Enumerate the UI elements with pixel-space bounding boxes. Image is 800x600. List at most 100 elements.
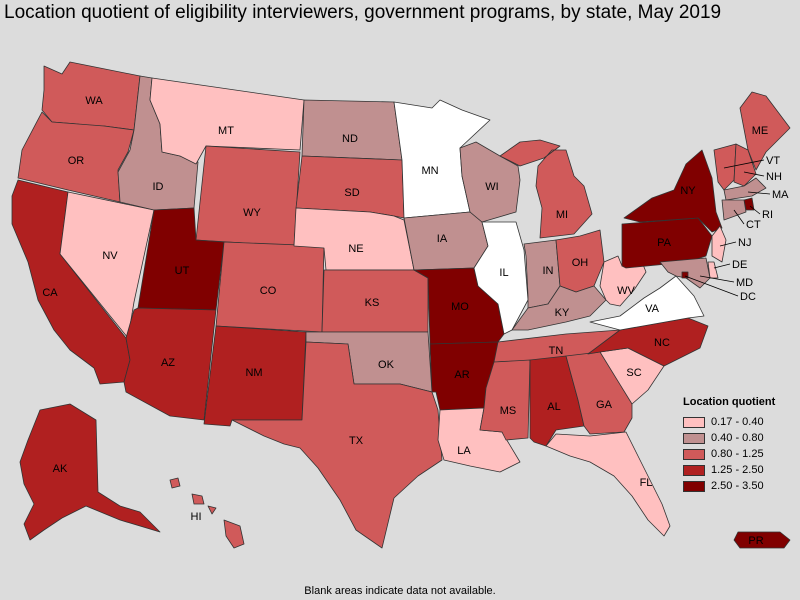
- state-label-mt: MT: [218, 125, 234, 137]
- state-label-sd: SD: [344, 187, 359, 199]
- map-title: Location quotient of eligibility intervi…: [4, 2, 722, 23]
- state-label-ms: MS: [500, 405, 517, 417]
- state-label-ri: RI: [762, 209, 773, 221]
- legend-label: 0.40 - 0.80: [711, 432, 764, 444]
- state-label-pa: PA: [657, 237, 672, 249]
- legend-label: 1.25 - 2.50: [711, 464, 764, 476]
- state-wi: [459, 141, 521, 223]
- state-wy: [195, 145, 301, 247]
- legend-item: 0.80 - 1.25: [683, 446, 799, 462]
- state-label-hi: HI: [191, 511, 202, 523]
- leader-line-ri: [749, 205, 761, 215]
- legend-item: 0.17 - 0.40: [683, 414, 799, 430]
- legend-item: 1.25 - 2.50: [683, 462, 799, 478]
- state-label-ok: OK: [378, 359, 395, 371]
- state-label-wv: WV: [617, 285, 635, 297]
- state-label-nd: ND: [342, 133, 358, 145]
- state-label-or: OR: [68, 155, 85, 167]
- state-label-in: IN: [543, 265, 554, 277]
- state-label-ak: AK: [53, 463, 68, 475]
- state-nh: [733, 143, 757, 187]
- state-label-pr: PR: [748, 535, 763, 547]
- state-va: [589, 275, 705, 331]
- state-label-dc: DC: [740, 291, 756, 303]
- leader-line-de: [713, 263, 731, 269]
- state-label-id: ID: [153, 181, 164, 193]
- state-label-ia: IA: [437, 233, 448, 245]
- state-label-wi: WI: [485, 181, 498, 193]
- state-il: [473, 221, 529, 335]
- leader-line-ct: [733, 209, 745, 225]
- state-label-ga: GA: [596, 399, 613, 411]
- state-label-nh: NH: [766, 171, 782, 183]
- state-nd: [301, 99, 403, 161]
- state-mi: [499, 139, 593, 239]
- state-label-il: IL: [499, 267, 508, 279]
- state-label-ut: UT: [175, 265, 190, 277]
- state-label-ct: CT: [746, 219, 761, 231]
- state-label-ky: KY: [555, 307, 570, 319]
- state-label-co: CO: [260, 285, 277, 297]
- state-label-wy: WY: [243, 207, 261, 219]
- legend-swatch: [683, 480, 705, 492]
- state-label-de: DE: [732, 259, 747, 271]
- legend-item: 0.40 - 0.80: [683, 430, 799, 446]
- legend-swatch: [683, 432, 705, 444]
- state-hi: [169, 477, 245, 549]
- leader-line-vt: [723, 159, 765, 169]
- state-label-mn: MN: [421, 165, 438, 177]
- state-label-mi: MI: [556, 209, 568, 221]
- state-label-ny: NY: [680, 185, 696, 197]
- state-label-tx: TX: [349, 435, 364, 447]
- state-az: [123, 307, 217, 421]
- footnote: Blank areas indicate data not available.: [304, 585, 496, 597]
- state-ms: [479, 359, 531, 441]
- state-label-ma: MA: [772, 189, 789, 201]
- state-label-va: VA: [645, 303, 660, 315]
- state-label-nm: NM: [245, 367, 262, 379]
- legend-item: 2.50 - 3.50: [683, 478, 799, 494]
- leader-line-nh: [743, 171, 765, 177]
- legend-label: 0.80 - 1.25: [711, 448, 764, 460]
- state-label-nj: NJ: [738, 237, 751, 249]
- state-or: [17, 111, 135, 203]
- state-pr: [733, 531, 791, 549]
- state-label-fl: FL: [640, 477, 653, 489]
- state-ks: [321, 269, 429, 333]
- state-label-az: AZ: [161, 357, 175, 369]
- state-label-me: ME: [752, 125, 769, 137]
- leader-line-nj: [719, 241, 737, 247]
- state-label-ar: AR: [454, 369, 469, 381]
- state-label-ca: CA: [42, 287, 58, 299]
- state-fl: [545, 431, 671, 537]
- legend-label: 0.17 - 0.40: [711, 416, 764, 428]
- leader-line-md: [699, 275, 735, 283]
- state-tx: [231, 341, 443, 549]
- state-ny: [623, 149, 723, 233]
- state-label-vt: VT: [766, 155, 780, 167]
- legend-title: Location quotient: [683, 396, 776, 408]
- state-label-sc: SC: [626, 367, 641, 379]
- leader-line-dc: [684, 275, 739, 297]
- state-label-nv: NV: [102, 250, 118, 262]
- state-label-mo: MO: [451, 301, 469, 313]
- state-mt: [149, 77, 305, 165]
- state-label-ne: NE: [348, 243, 363, 255]
- legend-swatch: [683, 416, 705, 428]
- state-ca: [11, 179, 131, 385]
- state-wv: [599, 255, 647, 307]
- state-vt: [713, 143, 737, 191]
- legend-swatch: [683, 448, 705, 460]
- state-ak: [19, 403, 161, 541]
- leader-line-ma: [747, 191, 771, 195]
- state-ky: [511, 285, 607, 331]
- state-label-la: LA: [457, 445, 471, 457]
- state-label-ks: KS: [365, 297, 380, 309]
- legend-label: 2.50 - 3.50: [711, 480, 764, 492]
- legend: Location quotient 0.17 - 0.40 0.40 - 0.80…: [683, 396, 799, 494]
- state-label-tn: TN: [549, 345, 564, 357]
- state-label-oh: OH: [572, 257, 589, 269]
- state-label-nc: NC: [654, 337, 670, 349]
